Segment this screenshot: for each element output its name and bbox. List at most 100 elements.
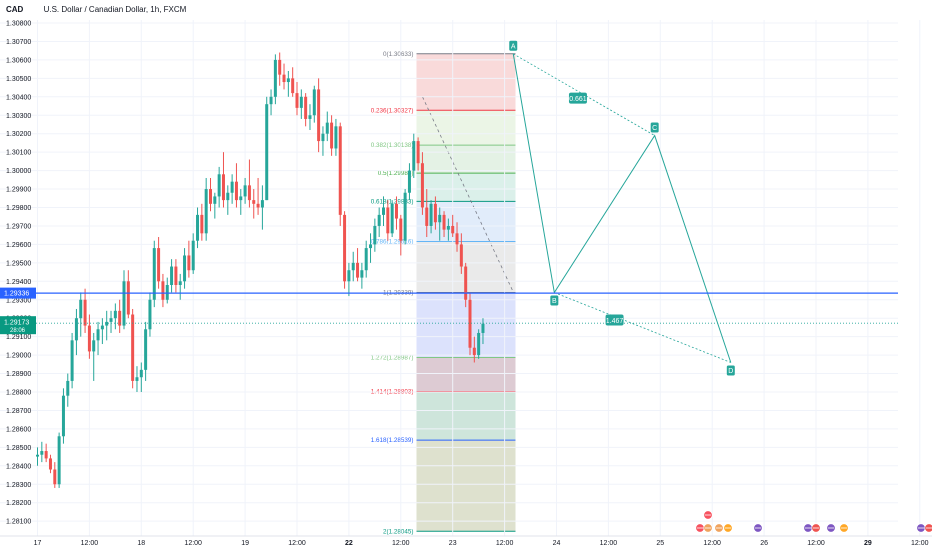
fib-level-label: 0.5(1.29986) — [378, 170, 414, 177]
candle-body — [252, 200, 256, 204]
candle-body — [105, 321, 109, 326]
candle — [74, 308, 78, 356]
pattern-point-a-badge — [509, 40, 518, 51]
candle-body — [79, 299, 83, 319]
fib-level-label: 2(1.28045) — [383, 528, 413, 535]
candle — [356, 248, 360, 282]
economic-events[interactable] — [695, 510, 932, 533]
candle — [390, 200, 394, 238]
time-tick-label: 23 — [449, 540, 457, 547]
fib-retracement-tool[interactable]: 0(1.30633) 0.236(1.30327) 0.382(1.30138) 0.… — [371, 51, 516, 535]
fib-level-label: 0.786(1.29616) — [371, 238, 414, 245]
pattern-point-b-label: B — [552, 298, 557, 305]
candle-body — [183, 255, 187, 282]
candle-body — [356, 262, 360, 278]
candle-body — [221, 174, 225, 201]
candle — [213, 192, 217, 219]
candle-body — [61, 395, 65, 437]
candle — [247, 159, 251, 208]
candle — [204, 177, 208, 241]
candle — [152, 240, 156, 308]
candle-body — [338, 126, 342, 215]
price-tick-label: 1.28100 — [6, 519, 31, 526]
candle — [433, 196, 437, 230]
candle — [338, 122, 342, 226]
candle — [170, 259, 174, 293]
time-tick-label: 12:00 — [600, 540, 618, 547]
candle-body — [330, 122, 334, 149]
candle — [234, 163, 238, 208]
time-tick-label: 12:00 — [392, 540, 410, 547]
price-tick-label: 1.30000 — [6, 168, 31, 175]
candle-body — [425, 207, 429, 226]
time-tick-label: 22 — [345, 540, 353, 547]
candle-body — [83, 299, 87, 326]
candle — [230, 174, 234, 204]
candle — [308, 104, 312, 131]
candle — [273, 54, 277, 105]
candle-body — [234, 181, 238, 201]
candle — [481, 318, 485, 345]
candle-body — [364, 248, 368, 271]
bd-ratio-label-badge — [605, 314, 624, 326]
last-price-badge-label: 1.29173 — [4, 320, 29, 327]
candle — [420, 152, 424, 215]
price-tick-label: 1.29400 — [6, 279, 31, 286]
abcd-pattern-drawing[interactable]: A B C D 0.661 1.467 — [509, 40, 735, 376]
candle — [442, 211, 446, 238]
candle — [113, 303, 117, 330]
candle-body — [178, 281, 182, 285]
time-tick-label: 17 — [34, 540, 42, 547]
candle — [217, 166, 221, 208]
candle-body — [243, 185, 247, 197]
fib-zone-0-236 — [416, 110, 516, 146]
candle — [243, 177, 247, 204]
price-tick-label: 1.30500 — [6, 76, 31, 83]
chart-grid — [0, 20, 921, 536]
time-tick-label: 26 — [760, 540, 768, 547]
candle — [92, 332, 96, 381]
candle — [295, 82, 299, 116]
bd-ratio-line — [554, 292, 731, 363]
chart-title-bar: CAD U.S. Dollar / Canadian Dollar, 1h, F… — [6, 5, 186, 14]
price-tick-label: 1.30800 — [6, 21, 31, 28]
candle-body — [477, 332, 481, 356]
candle — [399, 214, 403, 256]
price-tick-label: 1.29300 — [6, 297, 31, 304]
time-axis[interactable]: 17 12:00 18 12:00 19 12:00 22 12:00 23 12:00 24 12:… — [0, 535, 932, 547]
candlestick-series — [36, 52, 485, 488]
candle — [416, 137, 420, 171]
price-tick-label: 1.30700 — [6, 39, 31, 46]
candle — [165, 277, 169, 304]
time-tick-label: 19 — [241, 540, 249, 547]
candle-body — [394, 203, 398, 219]
price-tick-label: 1.29700 — [6, 223, 31, 230]
candle-body — [191, 240, 195, 271]
candle — [135, 366, 139, 392]
price-axis[interactable]: 1.30800 1.30700 1.30600 1.30500 1.30400 1.303… — [0, 21, 36, 526]
candle-body — [390, 203, 394, 234]
candle — [330, 115, 334, 156]
candle-body — [459, 244, 463, 267]
price-lines — [0, 292, 898, 324]
candle — [196, 207, 200, 249]
candle — [260, 185, 264, 230]
last-price-badge — [0, 316, 36, 335]
candle-body — [217, 174, 221, 197]
candle — [144, 321, 148, 381]
candle — [226, 185, 230, 215]
fib-zone-0-5 — [416, 173, 516, 202]
candle — [252, 189, 256, 219]
candle-body — [403, 192, 407, 241]
time-tick-label: 12:00 — [496, 540, 514, 547]
candle — [425, 189, 429, 238]
candle — [122, 270, 126, 330]
candle-body — [122, 281, 126, 326]
candle-body — [44, 451, 48, 459]
time-tick-label: 18 — [137, 540, 145, 547]
hline-price-badge-label: 1.29336 — [4, 291, 29, 298]
candle-body — [256, 203, 260, 208]
time-tick-label: 29 — [864, 540, 872, 547]
candle-body — [213, 196, 217, 204]
